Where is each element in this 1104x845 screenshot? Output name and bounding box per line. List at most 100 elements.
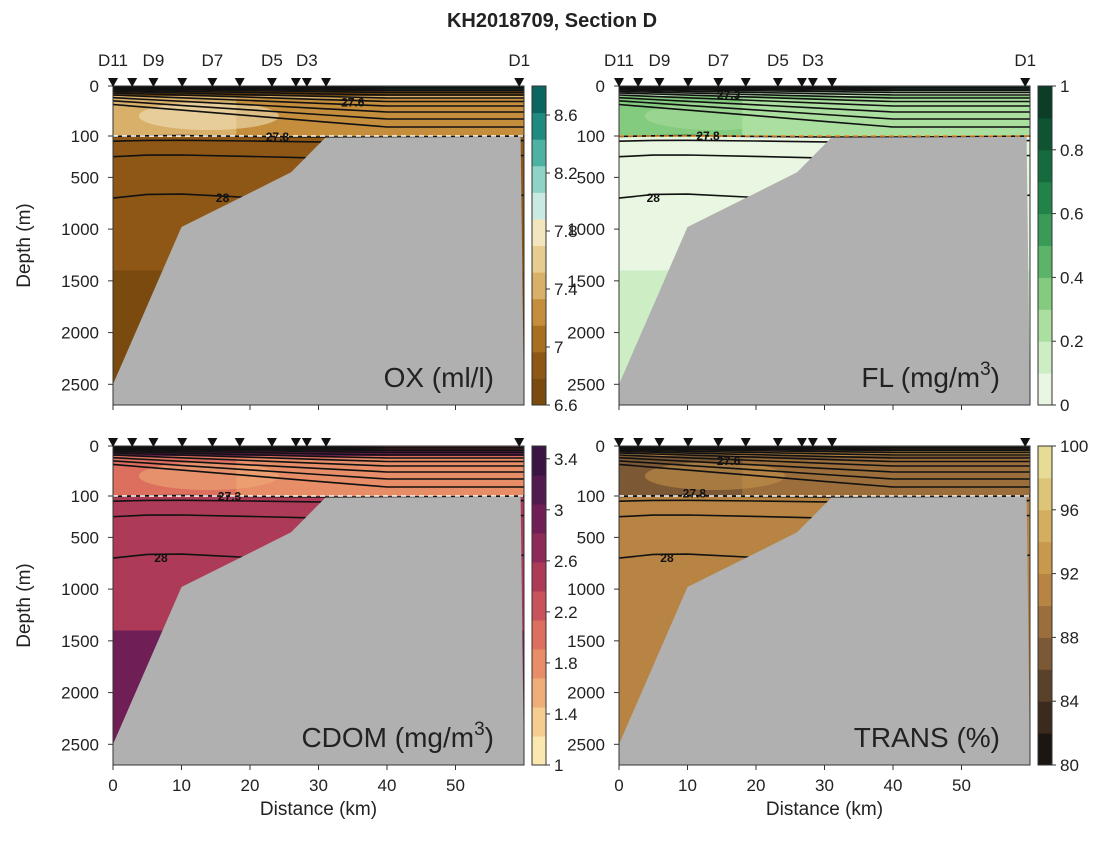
station-marker bbox=[740, 438, 751, 447]
station-label: D7 bbox=[201, 51, 223, 70]
station-label: D1 bbox=[508, 51, 530, 70]
colorbar-segment bbox=[532, 533, 546, 563]
isopycnal-contour bbox=[618, 460, 1030, 480]
y-tick-label: 2500 bbox=[567, 735, 605, 754]
isopycnal-contour bbox=[112, 447, 524, 452]
x-tick-label: 0 bbox=[614, 776, 623, 795]
colorbar-tick-label: 0.2 bbox=[1060, 332, 1084, 351]
y-tick-label: 1000 bbox=[567, 220, 605, 239]
colorbar-tick-label: 92 bbox=[1060, 565, 1079, 584]
station-marker bbox=[713, 78, 724, 87]
panel-1: 27.6 27.8 28 0 100 500 1000 1500 2000 2500 Depth (… bbox=[14, 51, 578, 415]
station-marker bbox=[514, 78, 525, 87]
colorbar-segment bbox=[532, 475, 546, 505]
station-marker bbox=[148, 438, 159, 447]
station-marker bbox=[266, 78, 277, 87]
x-tick-label: 20 bbox=[747, 776, 766, 795]
x-tick-label: 30 bbox=[309, 776, 328, 795]
colorbar-segment bbox=[532, 245, 546, 273]
station-marker bbox=[127, 78, 138, 87]
station-marker bbox=[796, 78, 807, 87]
y-tick-label: 500 bbox=[577, 528, 605, 547]
colorbar-segment bbox=[1038, 701, 1052, 734]
seafloor bbox=[113, 137, 524, 405]
isopycnal-contour bbox=[618, 96, 1030, 113]
station-label: D7 bbox=[707, 51, 729, 70]
isopycnal-contour bbox=[112, 456, 524, 473]
y-tick-label: 100 bbox=[577, 487, 605, 506]
colorbar-tick-label: 0 bbox=[1060, 396, 1069, 415]
y-tick-label: 100 bbox=[71, 127, 99, 146]
x-axis-label: Distance (km) bbox=[260, 799, 377, 820]
panel-4: 27.6 27.8 28 0 10 20 30 40 50 Distance (km) 0 100 50… bbox=[567, 437, 1088, 820]
colorbar-segment bbox=[1038, 181, 1052, 215]
y-tick-label: 1000 bbox=[567, 580, 605, 599]
station-marker bbox=[301, 438, 312, 447]
isopycnal-contour bbox=[618, 448, 1030, 454]
isopycnal-contour bbox=[112, 450, 524, 459]
colorbar-segment bbox=[1038, 245, 1052, 278]
colorbar-tick-label: 8.6 bbox=[554, 106, 578, 125]
station-marker bbox=[514, 438, 525, 447]
variable-label: TRANS (%) bbox=[854, 722, 1000, 753]
colorbar-segment bbox=[532, 562, 546, 592]
isopycnal-contour bbox=[112, 454, 524, 467]
station-marker bbox=[148, 78, 159, 87]
colorbar-tick-label: 3.4 bbox=[554, 450, 578, 469]
field-upper-offshore bbox=[236, 458, 525, 497]
station-label: D9 bbox=[143, 51, 165, 70]
isopycnal-contour bbox=[112, 85, 524, 89]
isopycnal-contour bbox=[112, 90, 524, 99]
y-tick-label: 100 bbox=[71, 487, 99, 506]
y-tick-label: 0 bbox=[90, 77, 99, 96]
station-marker bbox=[321, 438, 332, 447]
colorbar-tick-label: 96 bbox=[1060, 501, 1079, 520]
station-label: D9 bbox=[649, 51, 671, 70]
isopycnal-contour bbox=[112, 460, 524, 480]
variable-label: CDOM (mg/m3) bbox=[301, 719, 494, 753]
station-marker bbox=[177, 438, 188, 447]
station-marker bbox=[827, 438, 838, 447]
station-marker bbox=[266, 438, 277, 447]
isopycnal-contour bbox=[618, 90, 1030, 99]
seafloor bbox=[619, 137, 1030, 405]
y-axis-label: Depth (m) bbox=[14, 563, 35, 647]
isopycnal-contour bbox=[618, 92, 1030, 103]
y-tick-label: 0 bbox=[596, 437, 605, 456]
isopycnal-contour bbox=[112, 89, 524, 96]
isopycnal-contour bbox=[112, 100, 524, 120]
colorbar-segment bbox=[532, 678, 546, 708]
colorbar-tick-label: 1.8 bbox=[554, 654, 578, 673]
colorbar-tick-label: 0.8 bbox=[1060, 141, 1084, 160]
colorbar-segment bbox=[532, 192, 546, 220]
station-label: D3 bbox=[296, 51, 318, 70]
station-marker bbox=[683, 438, 694, 447]
station-marker bbox=[807, 438, 818, 447]
isopycnal-label: 27.8 bbox=[696, 129, 720, 143]
colorbar-segment bbox=[1038, 637, 1052, 670]
y-tick-label: 2500 bbox=[567, 375, 605, 394]
station-label: D5 bbox=[767, 51, 789, 70]
x-tick-label: 30 bbox=[815, 776, 834, 795]
colorbar-frame bbox=[531, 85, 547, 406]
colorbar-segment bbox=[532, 736, 546, 766]
isopycnal-contour bbox=[618, 449, 1030, 456]
colorbar-segment bbox=[1038, 541, 1052, 575]
y-tick-label: 500 bbox=[71, 168, 99, 187]
y-tick-label: 2000 bbox=[567, 324, 605, 343]
colorbar-segment bbox=[532, 649, 546, 679]
station-marker bbox=[321, 78, 332, 87]
x-tick-label: 40 bbox=[884, 776, 903, 795]
y-tick-label: 0 bbox=[596, 77, 605, 96]
isopycnal-label: 28 bbox=[660, 551, 674, 565]
isopycnal-contour bbox=[112, 448, 524, 454]
isopycnal-contour bbox=[618, 463, 1030, 488]
station-marker bbox=[740, 78, 751, 87]
station-marker bbox=[207, 438, 218, 447]
colorbar-segment bbox=[1038, 477, 1052, 511]
colorbar-segment bbox=[1038, 373, 1052, 406]
isopycnal-contour bbox=[618, 85, 1030, 89]
panel-3: 27.3 28 0 10 20 30 40 50 Distance (km) 0 100 500 100… bbox=[14, 437, 578, 820]
station-marker bbox=[290, 78, 301, 87]
isopycnal-label: 28 bbox=[216, 191, 230, 205]
